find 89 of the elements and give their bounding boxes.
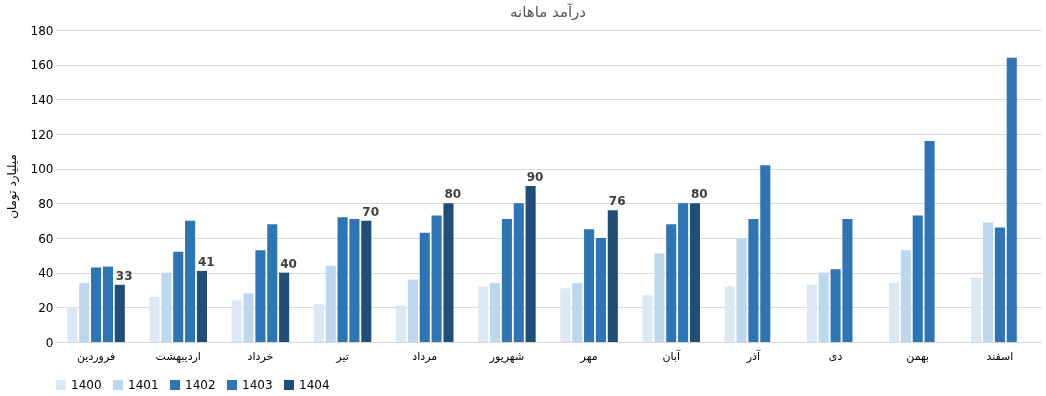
bar [255, 250, 266, 342]
bar [818, 272, 829, 342]
y-tick-label: 40 [38, 266, 54, 281]
bar [654, 253, 665, 342]
y-tick-label: 140 [30, 92, 54, 107]
bar [525, 186, 536, 342]
x-tick-label: فروردین [76, 349, 116, 363]
data-label: 76 [608, 194, 626, 209]
bar [490, 283, 501, 342]
bar [748, 218, 759, 342]
legend-label: 1404 [299, 378, 330, 392]
y-tick-label: 80 [38, 196, 54, 211]
bar [806, 284, 817, 342]
data-label: 80 [444, 187, 462, 202]
bar [900, 250, 911, 342]
chart-title: درآمد ماهانه [509, 3, 587, 21]
bar [572, 283, 583, 342]
x-tick-label: بهمن [906, 349, 930, 363]
bar [607, 210, 618, 342]
bar [102, 266, 113, 342]
bar [67, 307, 78, 342]
legend-label: 1401 [128, 378, 159, 392]
bar [994, 227, 1005, 342]
x-tick-label: آبان [662, 348, 681, 363]
data-label: 41 [197, 254, 215, 269]
bar [501, 218, 512, 342]
y-tick-label: 180 [30, 23, 54, 38]
legend-label: 1400 [71, 378, 102, 392]
bar [196, 270, 208, 342]
y-tick-label: 120 [30, 127, 54, 142]
data-label: 33 [115, 268, 133, 283]
bar [513, 203, 524, 342]
y-tick-label: 100 [30, 162, 54, 177]
bar [313, 303, 324, 342]
bar [231, 300, 242, 342]
bar [91, 267, 102, 342]
y-axis-title: میلیارد تومان [4, 154, 20, 219]
bar [912, 215, 923, 342]
bar [243, 293, 254, 342]
bar [983, 222, 994, 342]
bar [888, 283, 900, 342]
x-tick-label: تیر [335, 349, 349, 363]
data-label: 90 [526, 170, 544, 184]
data-label: 80 [690, 187, 708, 202]
bar [279, 272, 290, 342]
x-tick-label: شهریور [488, 349, 525, 363]
data-label: 70 [362, 204, 379, 219]
bar [185, 220, 196, 342]
bar [361, 220, 372, 342]
bar [678, 203, 689, 342]
bar [560, 288, 571, 342]
bar [114, 284, 125, 342]
x-tick-label: دی [828, 349, 843, 363]
bar [971, 277, 982, 342]
bar [79, 283, 90, 342]
x-tick-label: اسفند [986, 349, 1014, 363]
bar [419, 232, 430, 342]
bar [642, 295, 653, 342]
bar [149, 296, 160, 342]
x-tick-label: آذر [745, 348, 761, 363]
bar [443, 203, 454, 342]
bar [478, 286, 489, 342]
bar [736, 238, 747, 342]
bar [924, 140, 935, 342]
bar [666, 224, 677, 342]
y-tick-label: 60 [38, 231, 54, 246]
bar [689, 203, 701, 342]
bar [431, 215, 442, 342]
bar [584, 229, 595, 342]
bar [325, 265, 336, 342]
bar [395, 305, 407, 342]
x-tick-label: اردیبهشت [155, 349, 201, 363]
bar [1006, 57, 1017, 342]
data-label: 40 [280, 256, 297, 271]
bar [173, 251, 184, 342]
y-tick-label: 160 [30, 58, 54, 73]
bar [760, 165, 771, 342]
bar [267, 224, 278, 342]
y-tick-label: 20 [38, 300, 54, 315]
bar [407, 279, 418, 342]
bar [724, 286, 735, 342]
legend-label: 1403 [242, 378, 273, 392]
legend-label: 1402 [185, 378, 216, 392]
y-tick-label: 0 [45, 335, 54, 350]
x-tick-label: مرداد [412, 349, 438, 363]
bar [161, 272, 172, 342]
x-tick-label: مهر [579, 349, 598, 363]
x-tick-label: خرداد [247, 349, 274, 363]
bar [595, 238, 606, 342]
